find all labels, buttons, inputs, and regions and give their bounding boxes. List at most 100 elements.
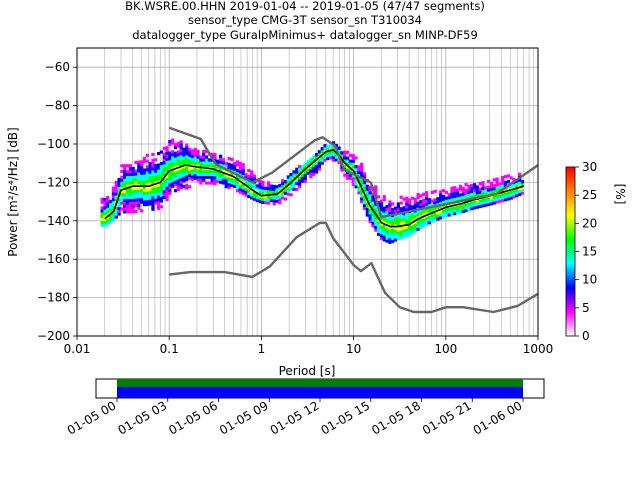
density-cell (185, 166, 189, 170)
density-cell (252, 177, 257, 181)
density-cell (179, 157, 183, 161)
density-cell (509, 176, 513, 180)
density-cell (396, 228, 400, 232)
density-cell (187, 156, 192, 160)
density-cell (410, 231, 415, 235)
density-cell (185, 146, 189, 150)
density-cell (120, 187, 124, 191)
density-cell (204, 169, 209, 174)
density-cell (258, 179, 262, 184)
density-cell (478, 199, 482, 203)
density-cell (467, 202, 471, 206)
density-cell (281, 182, 285, 186)
density-cell (286, 192, 290, 196)
density-cell (148, 179, 152, 183)
density-cell (162, 152, 166, 156)
density-cell (123, 172, 127, 176)
density-cell (125, 204, 130, 208)
density-cell (427, 209, 432, 213)
density-cell (391, 234, 395, 238)
density-cell (360, 174, 364, 178)
density-cell (204, 149, 209, 153)
density-cell (453, 206, 457, 210)
density-cell (151, 193, 155, 197)
density-cell (298, 182, 302, 186)
colorbar-gradient (565, 166, 576, 337)
density-band (100, 138, 525, 244)
density-cell (354, 156, 358, 160)
density-cell (345, 150, 350, 154)
density-cell (120, 207, 124, 211)
density-cell (162, 161, 166, 165)
density-cell (458, 207, 463, 211)
density-cell (430, 219, 434, 223)
density-cell (173, 177, 178, 181)
density-cell (123, 192, 127, 197)
density-cell (283, 188, 288, 192)
density-cell (331, 149, 336, 154)
density-cell (106, 213, 110, 217)
density-cell (100, 220, 104, 224)
density-cell (247, 168, 251, 173)
density-cell (382, 206, 386, 210)
density-cell (396, 236, 400, 241)
density-cell (439, 198, 443, 203)
density-cell (402, 214, 406, 219)
density-cell (165, 180, 169, 184)
density-cell (399, 215, 403, 220)
density-cell (185, 154, 189, 159)
density-cell (154, 195, 158, 199)
density-cell (123, 207, 127, 211)
density-cell (481, 189, 485, 193)
density-cell (343, 150, 347, 154)
density-cell (111, 186, 116, 190)
density-cell (156, 169, 161, 173)
density-cell (399, 227, 403, 231)
density-cell (444, 196, 448, 200)
density-cell (379, 219, 384, 223)
density-cell (213, 155, 217, 160)
density-cell (154, 166, 158, 171)
density-cell (125, 172, 130, 176)
density-cell (292, 184, 296, 188)
density-cell (424, 202, 429, 206)
density-cell (413, 200, 417, 204)
density-cell (221, 181, 226, 185)
density-cell (140, 171, 144, 175)
density-cell (168, 162, 172, 167)
density-cell (357, 168, 361, 172)
density-cell (125, 201, 130, 205)
density-cell (247, 180, 251, 184)
density-cell (123, 195, 127, 200)
density-cell (142, 157, 147, 161)
density-cell (131, 175, 135, 179)
density-cell (106, 195, 110, 200)
density-cell (108, 214, 113, 218)
density-cell (379, 225, 384, 229)
density-cell (388, 203, 392, 207)
density-cell (123, 201, 127, 205)
density-cell (106, 210, 110, 214)
density-cell (145, 165, 149, 169)
density-cell (171, 181, 175, 185)
density-cell (275, 190, 279, 195)
density-cell (385, 222, 389, 226)
density-cell (190, 160, 195, 164)
density-cell (402, 197, 406, 201)
density-cell (165, 192, 169, 196)
density-cell (405, 222, 409, 226)
density-cell (204, 158, 209, 162)
density-cell (461, 204, 465, 208)
density-cell (300, 165, 305, 169)
density-cell (427, 203, 432, 208)
density-cell (258, 191, 262, 195)
density-cell (413, 217, 417, 222)
density-cell (125, 184, 130, 188)
density-cell (120, 192, 124, 197)
density-cell (230, 183, 234, 187)
density-cell (114, 192, 118, 196)
density-cell (187, 170, 192, 174)
density-cell (148, 193, 152, 197)
density-cell (275, 185, 279, 189)
density-cell (193, 147, 197, 152)
